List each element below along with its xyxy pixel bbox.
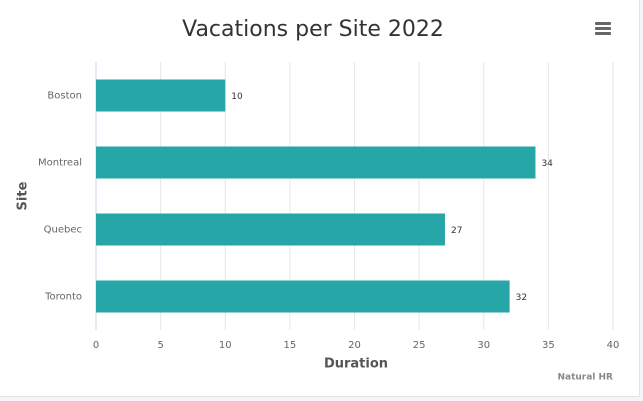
menu-icon-line[interactable] (595, 22, 611, 25)
x-tick-label: 0 (93, 340, 99, 351)
x-tick-label: 25 (413, 340, 426, 351)
chart-title: Vacations per Site 2022 (182, 17, 444, 42)
bar (96, 146, 536, 179)
bar (96, 280, 510, 313)
data-label: 10 (231, 92, 243, 102)
y-axis-title: Site (16, 181, 31, 210)
x-tick-label: 20 (348, 340, 361, 351)
data-label: 32 (516, 293, 527, 303)
data-label: 34 (541, 159, 553, 169)
x-tick-label: 15 (284, 340, 297, 351)
x-axis-title: Duration (324, 357, 388, 372)
x-tick-label: 10 (219, 340, 232, 351)
menu-button[interactable] (595, 22, 611, 35)
data-label: 27 (451, 226, 462, 236)
menu-icon-line[interactable] (595, 32, 611, 35)
x-tick-label: 35 (542, 340, 555, 351)
x-tick-label: 30 (477, 340, 490, 351)
credits: Natural HR (557, 373, 613, 383)
y-tick-label: Toronto (44, 292, 82, 303)
menu-icon-line[interactable] (595, 27, 611, 30)
bar (96, 79, 226, 112)
x-tick-label: 40 (607, 340, 620, 351)
y-tick-label: Quebec (44, 225, 82, 236)
y-tick-label: Montreal (38, 158, 82, 169)
x-tick-label: 5 (157, 340, 163, 351)
bar (96, 213, 445, 246)
y-tick-label: Boston (47, 91, 82, 102)
